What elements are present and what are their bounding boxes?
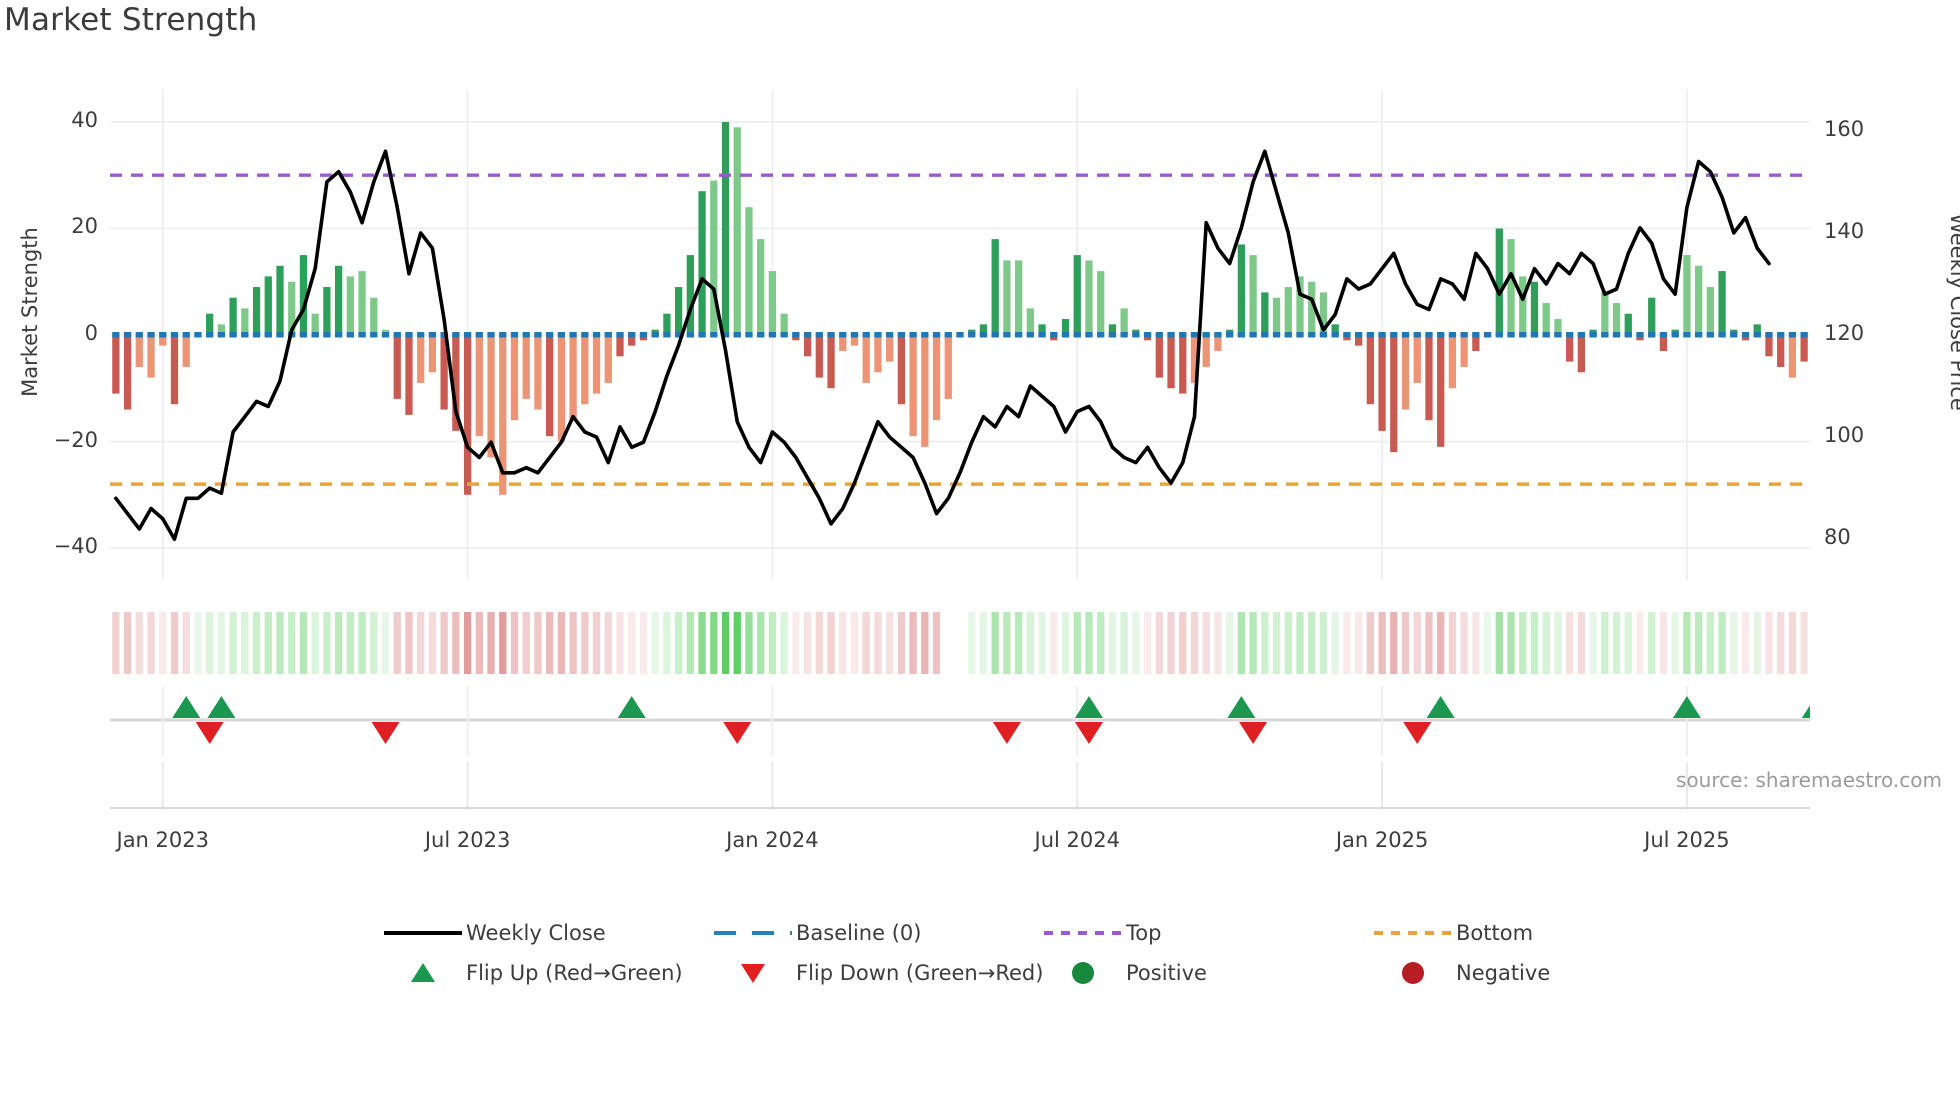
y-tick-right: 80 (1824, 525, 1851, 550)
x-tick-label: Jul 2024 (1034, 828, 1120, 852)
x-axis-strip (110, 762, 1810, 818)
main-plot-area (110, 90, 1810, 580)
y-tick-right: 100 (1824, 423, 1865, 448)
flip-down-marker (1074, 722, 1103, 744)
flip-up-marker (617, 696, 646, 718)
heatmap-cells (112, 612, 1808, 674)
legend-label: Positive (1126, 961, 1207, 985)
flip-up-marker (207, 696, 236, 718)
flip-up-marker (1672, 696, 1701, 718)
dotted-line-icon (1044, 931, 1122, 935)
legend-row-1: Weekly Close Baseline (0) Top Bottom (380, 920, 1700, 946)
y-axis-right-label: Weekly Close Price (1946, 213, 1960, 411)
legend-label: Weekly Close (466, 921, 606, 945)
flip-down-marker (1239, 722, 1268, 744)
circle-icon (1402, 962, 1424, 984)
legend-row-2: Flip Up (Red→Green) Flip Down (Green→Red)… (380, 960, 1700, 986)
legend-label: Bottom (1456, 921, 1534, 945)
y-tick-left: −20 (53, 427, 98, 452)
legend-label: Baseline (0) (796, 921, 922, 945)
legend-item[interactable]: Weekly Close (380, 920, 710, 946)
legend-item[interactable]: Top (1040, 920, 1370, 946)
flip-down-marker (371, 722, 400, 744)
baseline-zero-line (112, 332, 1808, 338)
flip-up-marker (1801, 705, 1810, 718)
triangle-up-icon (411, 963, 435, 982)
x-tick-label: Jul 2025 (1644, 828, 1730, 852)
flip-up-marker (1227, 696, 1256, 718)
chart-legend: Weekly Close Baseline (0) Top Bottom Flip U… (0, 920, 1960, 1030)
legend-label: Top (1126, 921, 1162, 945)
page-title: Market Strength (4, 2, 258, 38)
weekly-close-line (114, 149, 1771, 541)
flip-marker-canvas (110, 686, 1810, 756)
flip-down-marker (195, 722, 224, 744)
legend-item[interactable]: Baseline (0) (710, 920, 1040, 946)
x-tick-label: Jan 2024 (726, 828, 819, 852)
y-tick-left: 40 (71, 107, 98, 132)
x-tick-label: Jan 2025 (1335, 828, 1429, 852)
flip-up-marker (172, 696, 201, 718)
flip-up-marker (1426, 696, 1455, 718)
dotted-line-icon (1374, 931, 1452, 935)
legend-marker (710, 920, 796, 946)
legend-marker (1370, 960, 1456, 986)
market-strength-chart (110, 90, 1810, 580)
flip-down-marker (723, 722, 752, 744)
legend-item[interactable]: Flip Down (Green→Red) (710, 960, 1044, 986)
legend-label: Negative (1456, 961, 1551, 985)
legend-item[interactable]: Negative (1370, 960, 1700, 986)
y-tick-right: 140 (1824, 218, 1865, 243)
circle-icon (1072, 962, 1094, 984)
legend-marker (1040, 920, 1126, 946)
flip-markers-row (110, 686, 1810, 756)
flip-down-marker (992, 722, 1021, 744)
legend-marker (380, 920, 466, 946)
y-tick-left: 20 (71, 214, 98, 239)
legend-label: Flip Down (Green→Red) (796, 961, 1044, 985)
y-tick-right: 120 (1824, 321, 1865, 345)
legend-label: Flip Up (Red→Green) (466, 961, 683, 985)
x-tick-label: Jul 2023 (424, 828, 511, 852)
y-tick-right: 160 (1824, 116, 1865, 141)
strength-bars (112, 121, 1808, 495)
legend-item[interactable]: Flip Up (Red→Green) (380, 960, 710, 986)
legend-marker (380, 960, 466, 986)
legend-marker (1370, 920, 1456, 946)
legend-item[interactable]: Bottom (1370, 920, 1700, 946)
legend-item[interactable]: Positive (1040, 960, 1370, 986)
x-axis-gridlines (110, 762, 1810, 810)
dashed-line-icon (714, 931, 792, 935)
y-tick-left: −40 (53, 534, 98, 559)
legend-marker (1040, 960, 1126, 986)
flip-down-marker (1403, 722, 1432, 744)
source-attribution: source: sharemaestro.com (1676, 768, 1942, 792)
flip-up-marker (1074, 696, 1103, 718)
y-tick-left: 0 (84, 321, 98, 345)
y-axis-left-label: Market Strength (18, 227, 42, 397)
triangle-down-icon (741, 964, 765, 983)
x-tick-label: Jan 2023 (116, 828, 210, 852)
strength-heatmap-strip (110, 612, 1810, 674)
legend-marker (710, 960, 796, 986)
solid-line-icon (384, 931, 462, 935)
